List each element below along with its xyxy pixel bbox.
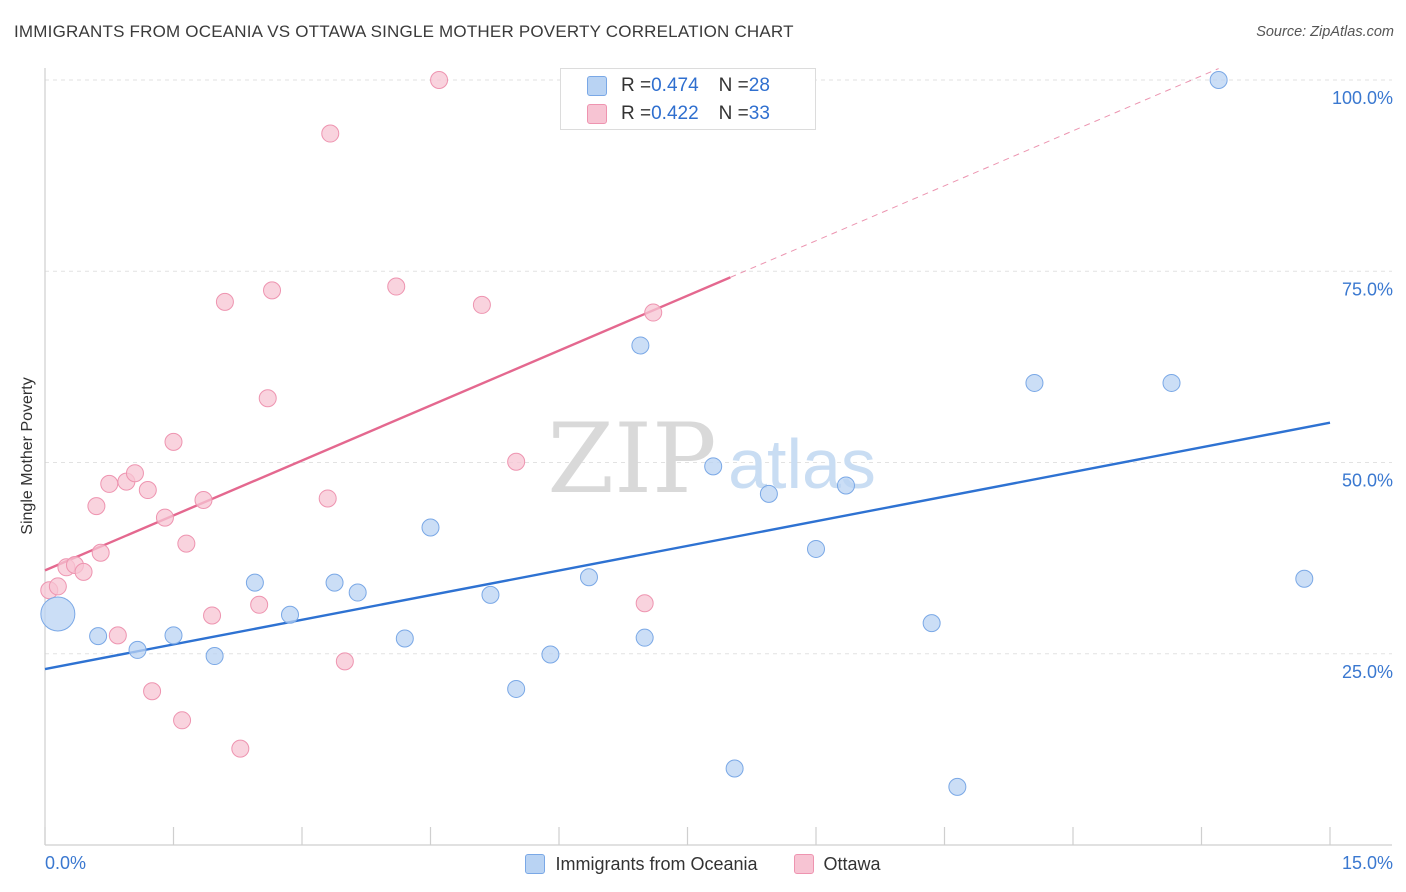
point-ottawa — [387, 277, 406, 296]
series-legend: Immigrants from Oceania Ottawa — [0, 850, 1406, 878]
y-tick-label: 50.0% — [1342, 471, 1393, 491]
point-ottawa — [318, 489, 337, 508]
point-oceania — [281, 605, 300, 624]
legend-swatch-pink — [587, 104, 607, 124]
trend-line-oceania — [44, 421, 1331, 671]
point-oceania — [128, 640, 147, 659]
r-value: 0.422 — [651, 103, 699, 124]
point-ottawa — [100, 474, 119, 493]
point-oceania — [579, 568, 598, 587]
point-ottawa — [143, 682, 162, 701]
point-oceania — [245, 573, 264, 592]
point-oceania — [541, 645, 560, 664]
legend-swatch-pink — [793, 854, 814, 874]
point-ottawa — [644, 303, 663, 322]
point-ottawa — [194, 490, 213, 509]
source-credit: Source: ZipAtlas.com — [1256, 24, 1394, 40]
point-ottawa — [635, 594, 654, 613]
point-oceania — [205, 647, 224, 666]
point-ottawa — [74, 562, 93, 581]
point-oceania — [164, 626, 183, 645]
point-ottawa — [321, 124, 340, 143]
point-oceania — [481, 585, 500, 604]
legend-swatch-blue — [525, 854, 546, 874]
legend-label: Ottawa — [823, 853, 881, 874]
point-ottawa — [91, 543, 110, 562]
point-oceania — [325, 573, 344, 592]
n-value: 33 — [748, 103, 770, 124]
y-tick-label: 25.0% — [1342, 662, 1393, 682]
point-ottawa — [177, 534, 196, 553]
point-ottawa — [215, 292, 234, 311]
point-ottawa — [155, 508, 174, 527]
point-oceania — [635, 628, 654, 647]
point-oceania — [759, 484, 778, 503]
grid-lines — [45, 79, 1392, 655]
axes — [44, 68, 1392, 846]
point-ottawa — [335, 652, 354, 671]
y-axis-label: Single Mother Poverty — [19, 377, 36, 535]
legend-row-oceania: R = 0.474 N = 28 — [587, 73, 770, 99]
point-oceania — [40, 596, 76, 632]
x-tick-label: 15.0% — [1342, 853, 1393, 873]
point-oceania — [922, 614, 941, 633]
point-oceania — [631, 336, 650, 355]
point-ottawa — [507, 452, 526, 471]
legend-label: Immigrants from Oceania — [555, 853, 758, 874]
n-label: N = — [718, 103, 749, 124]
point-oceania — [1295, 569, 1314, 588]
point-oceania — [1025, 373, 1044, 392]
point-ottawa — [138, 481, 157, 500]
trend-lines — [44, 68, 1331, 671]
y-tick-label: 100.0% — [1332, 88, 1393, 108]
legend-row-ottawa: R = 0.422 N = 33 — [587, 101, 770, 127]
point-oceania — [948, 777, 967, 796]
point-ottawa — [258, 389, 277, 408]
point-oceania — [421, 518, 440, 537]
data-points — [40, 71, 1314, 796]
r-label: R = — [621, 103, 652, 124]
legend-swatch-blue — [587, 76, 607, 96]
point-oceania — [507, 679, 526, 698]
point-oceania — [1162, 373, 1181, 392]
point-ottawa — [164, 432, 183, 451]
point-oceania — [725, 759, 744, 778]
y-tick-label: 75.0% — [1342, 279, 1393, 299]
point-oceania — [348, 583, 367, 602]
r-value: 0.474 — [651, 75, 699, 96]
tick-labels: 25.0% 50.0% 75.0% 100.0% 0.0% 15.0% — [45, 88, 1393, 873]
point-ottawa — [125, 464, 144, 483]
r-label: R = — [621, 75, 652, 96]
legend-item-oceania[interactable]: Immigrants from Oceania — [525, 853, 758, 875]
point-oceania — [704, 457, 723, 476]
x-tick-label: 0.0% — [45, 853, 86, 873]
stats-legend: R = 0.474 N = 28 R = 0.422 N = 33 — [560, 68, 816, 130]
point-ottawa — [173, 711, 192, 730]
point-ottawa — [430, 71, 449, 89]
point-oceania — [836, 476, 855, 495]
point-oceania — [1209, 71, 1228, 89]
n-value: 28 — [748, 75, 770, 96]
trend-line-ottawa-extension — [730, 68, 1219, 278]
watermark-zip: ZIP — [547, 403, 716, 515]
legend-item-ottawa[interactable]: Ottawa — [793, 853, 881, 875]
point-ottawa — [48, 577, 67, 596]
point-oceania — [89, 627, 108, 646]
point-ottawa — [263, 281, 282, 300]
chart-title: IMMIGRANTS FROM OCEANIA VS OTTAWA SINGLE… — [14, 22, 794, 41]
point-ottawa — [108, 626, 127, 645]
point-oceania — [807, 539, 825, 558]
point-ottawa — [250, 595, 269, 614]
point-ottawa — [231, 739, 250, 758]
point-ottawa — [472, 295, 491, 314]
point-ottawa — [87, 497, 106, 516]
n-label: N = — [718, 75, 749, 96]
watermark-atlas: atlas — [728, 425, 876, 503]
point-oceania — [395, 629, 414, 648]
point-ottawa — [203, 606, 222, 625]
